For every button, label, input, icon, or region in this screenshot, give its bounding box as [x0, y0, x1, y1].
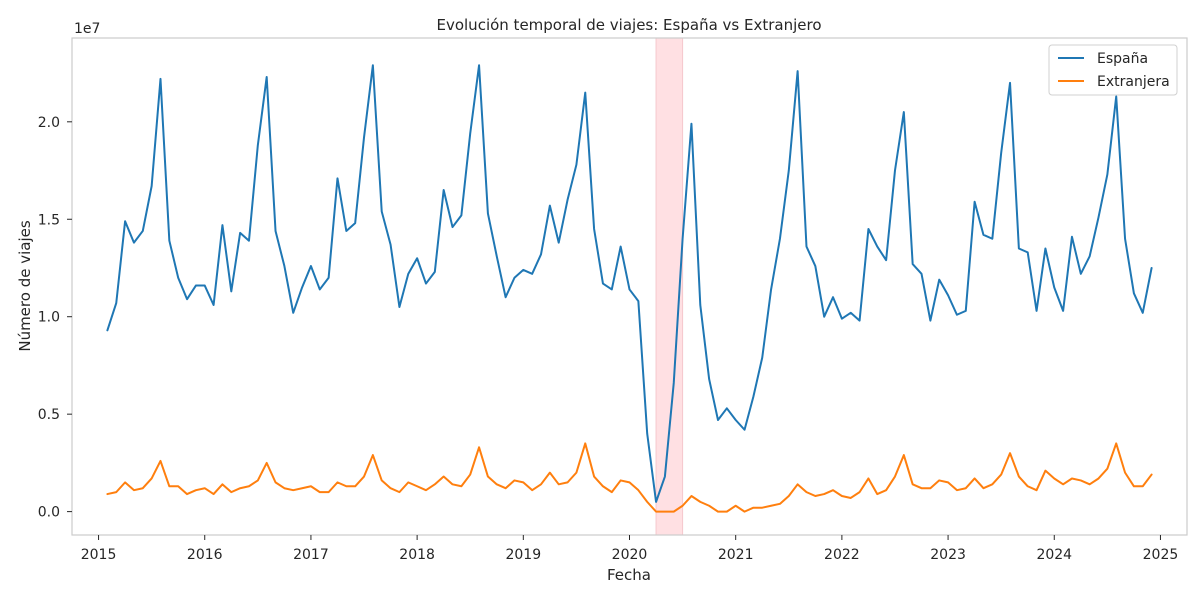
x-tick-label: 2018: [399, 547, 435, 563]
x-axis-label: Fecha: [607, 566, 651, 584]
x-tick-label: 2024: [1036, 547, 1072, 563]
y-tick-label: 2.0: [38, 115, 60, 131]
legend: España Extranjera: [1048, 44, 1178, 96]
chart-title: Evolución temporal de viajes: España vs …: [436, 16, 821, 34]
series-line-espana: [106, 64, 1153, 503]
x-tick-label: 2016: [187, 547, 223, 563]
x-tick-label: 2021: [718, 547, 754, 563]
x-tick-label: 2020: [612, 547, 648, 563]
series-line-extranjera: [106, 442, 1153, 513]
y-tick-label: 1.0: [38, 310, 60, 326]
series-layer: [106, 64, 1153, 513]
legend-label-extranjera: Extranjera: [1097, 74, 1170, 90]
y-scale-label: 1e7: [74, 21, 100, 37]
x-tick-layer: 2015 2016 2017 2018 2019 2020 2021 2022 2023 2024…: [81, 535, 1179, 563]
y-tick-label: 0.5: [38, 407, 60, 423]
x-tick-label: 2023: [930, 547, 966, 563]
highlight-span-layer: [655, 37, 684, 536]
x-tick-label: 2025: [1143, 547, 1179, 563]
x-tick-label: 2015: [81, 547, 117, 563]
y-tick-layer: 0.0 0.5 1.0 1.5 2.0: [38, 115, 72, 521]
x-tick-label: 2019: [505, 547, 541, 563]
highlight-span: [655, 37, 684, 536]
x-tick-label: 2017: [293, 547, 329, 563]
y-tick-label: 1.5: [38, 212, 60, 228]
y-axis-label: Número de viajes: [16, 220, 34, 352]
y-tick-label: 0.0: [38, 505, 60, 521]
x-tick-label: 2022: [824, 547, 860, 563]
legend-label-espana: España: [1097, 51, 1148, 67]
